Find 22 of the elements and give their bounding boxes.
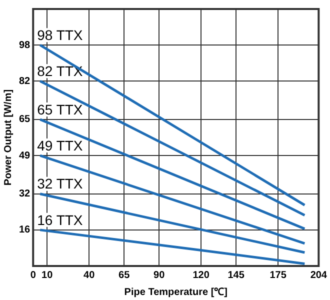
y-axis-title: Power Output [W/m] (2, 89, 14, 186)
series-label: 16 TTX (37, 212, 84, 228)
x-tick-label: 204 (310, 270, 328, 281)
series-label: 49 TTX (37, 137, 84, 154)
y-tick-label: 49 (19, 150, 31, 162)
x-tick-label: 10 (42, 270, 54, 281)
x-tick-label: 145 (228, 270, 245, 281)
series-label: 32 TTX (37, 176, 84, 192)
series-label: 98 TTX (37, 26, 84, 43)
x-tick-label: 175 (270, 270, 287, 281)
y-tick-label: 32 (19, 188, 31, 200)
x-tick-label: 90 (154, 270, 166, 281)
x-tick-label: 0 (30, 270, 36, 281)
y-tick-label: 82 (19, 76, 31, 87)
y-tick-label: 65 (19, 114, 31, 126)
y-tick-label: 16 (19, 224, 31, 236)
x-tick-label: 65 (118, 270, 130, 281)
x-tick-label: 40 (84, 270, 96, 281)
series-label: 65 TTX (37, 101, 84, 118)
y-tick-label: 98 (19, 40, 31, 51)
x-axis-title: Pipe Temperature [℃] (124, 286, 228, 298)
x-tick-label: 120 (192, 270, 210, 281)
